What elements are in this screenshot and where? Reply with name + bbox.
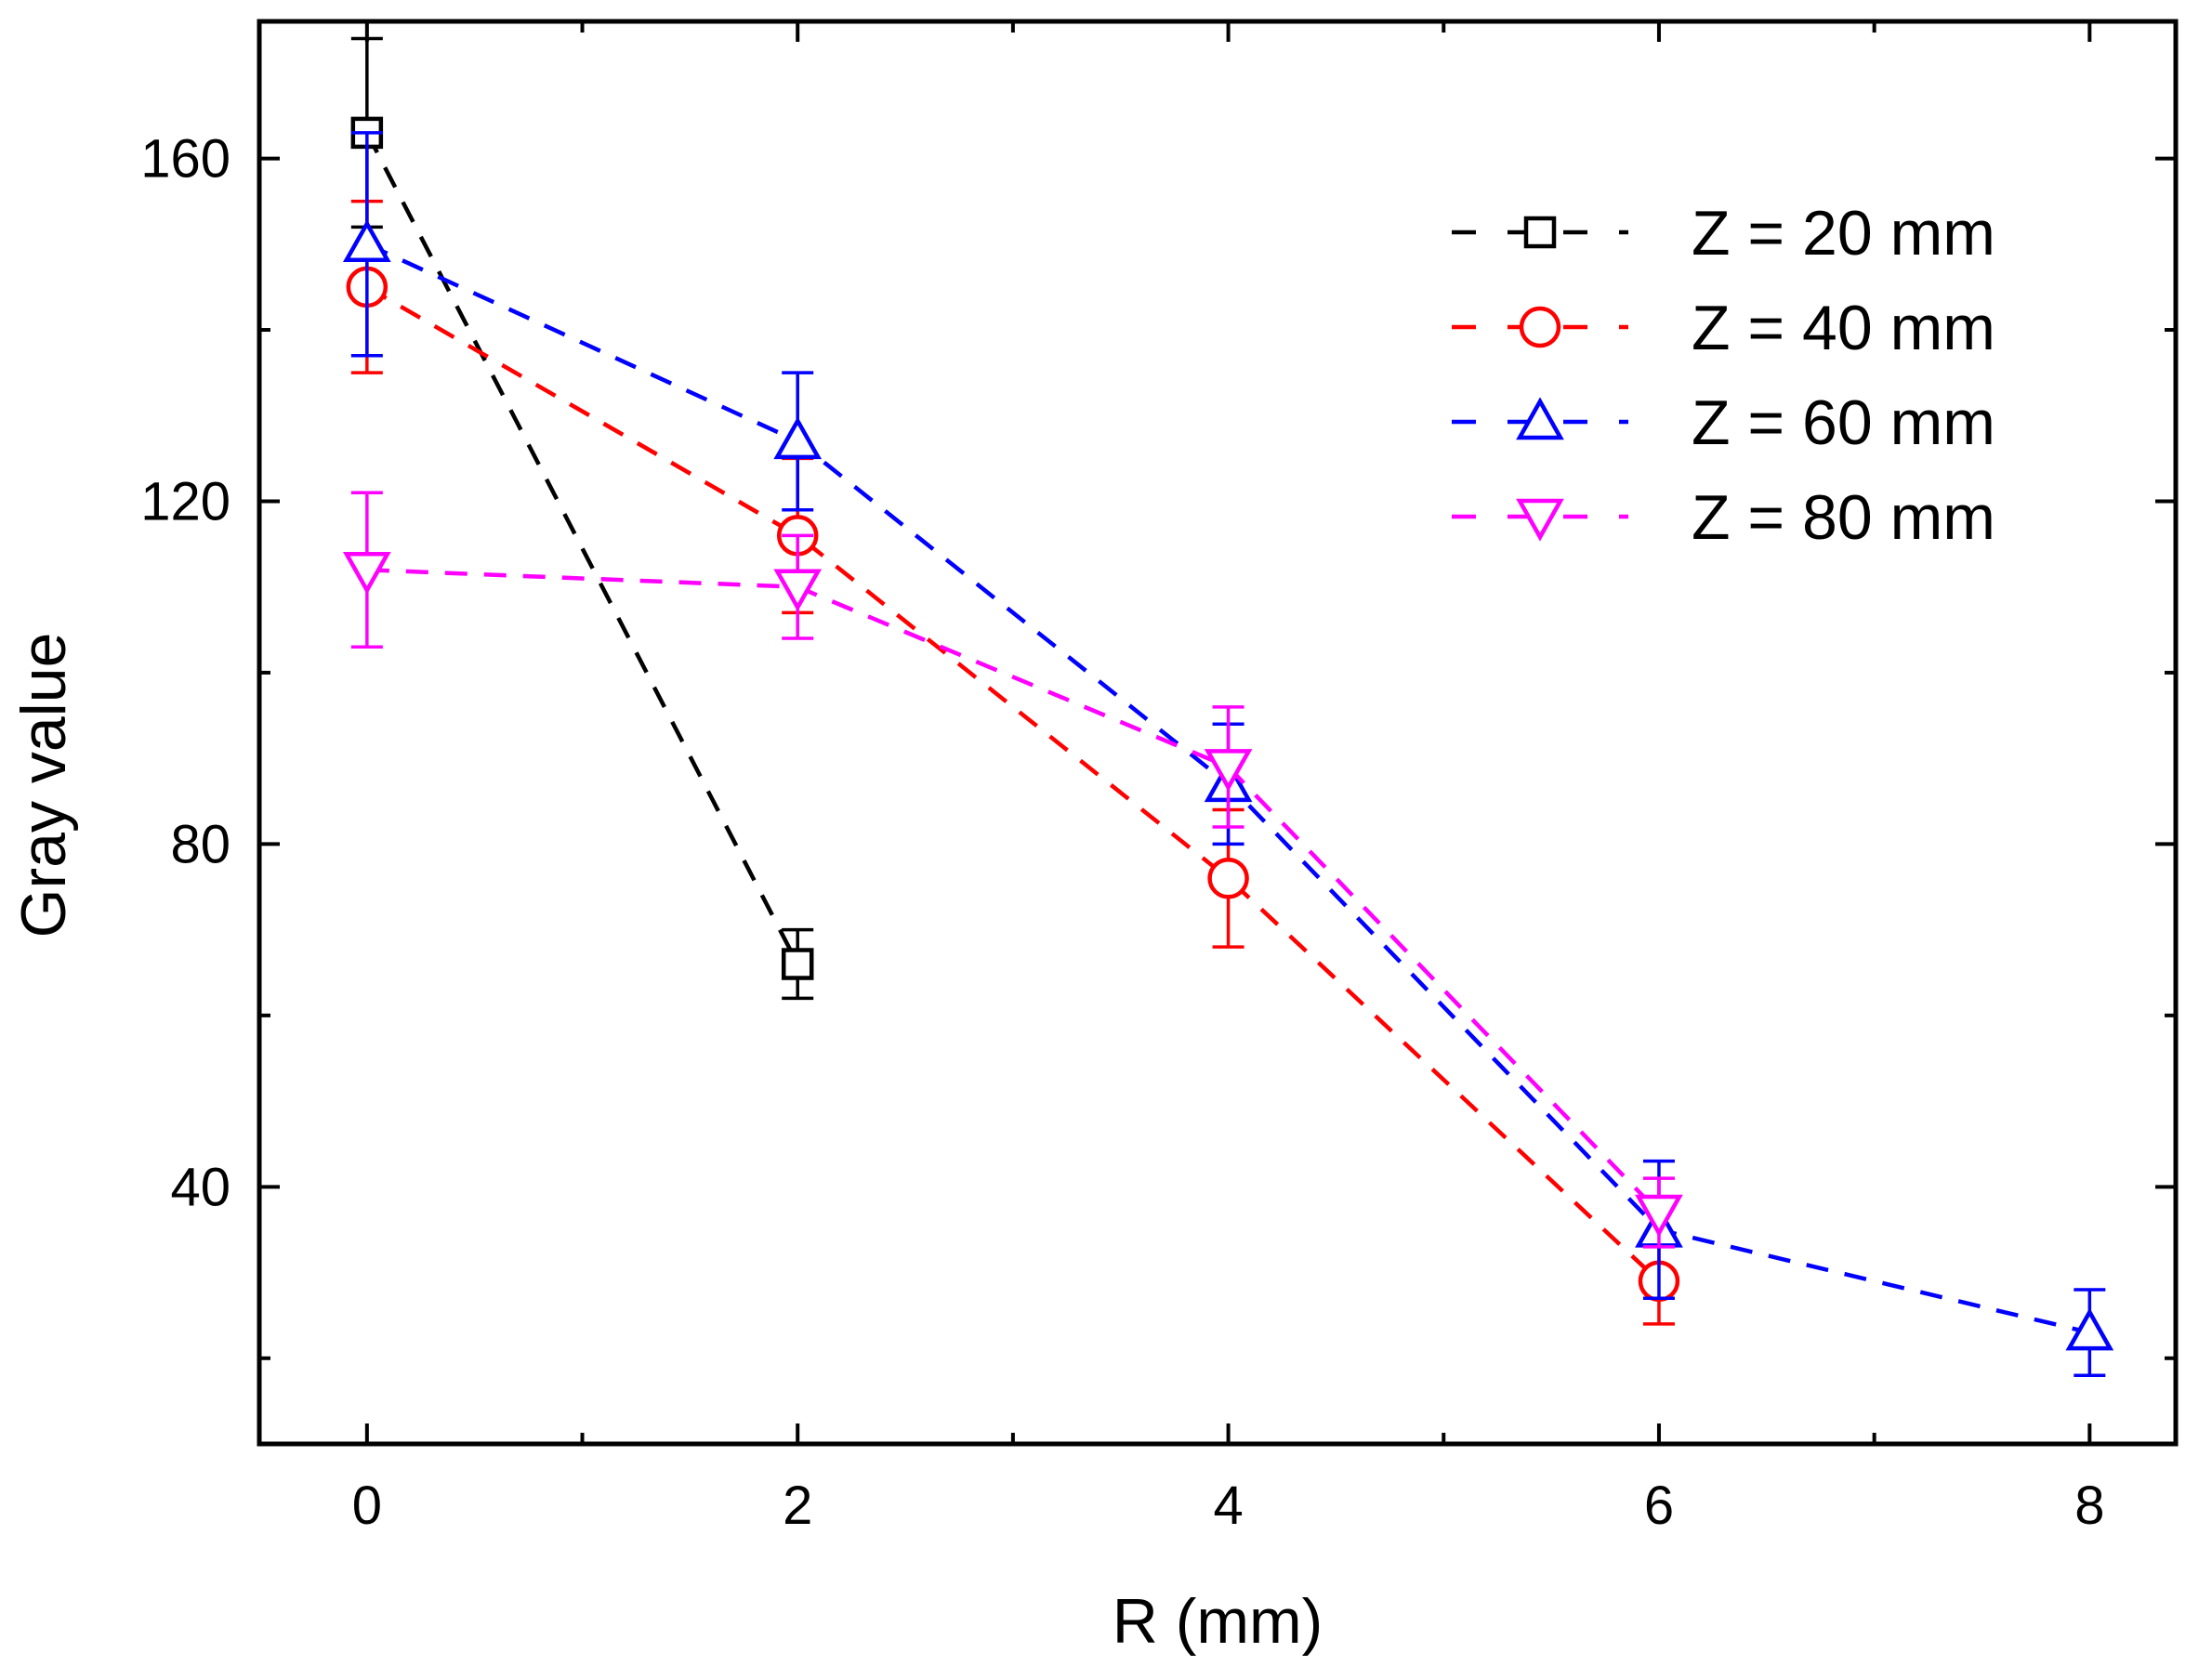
x-tick-label: 0 bbox=[352, 1476, 382, 1536]
y-axis-label: Gray value bbox=[8, 633, 79, 938]
data-point bbox=[773, 569, 823, 612]
legend-label: Z = 20 mm bbox=[1692, 198, 1995, 269]
legend-item: Z = 60 mm bbox=[1452, 387, 1995, 458]
legend-label: Z = 80 mm bbox=[1692, 482, 1995, 553]
x-tick-label: 4 bbox=[1213, 1476, 1243, 1536]
legend: Z = 20 mm Z = 40 mm Z = 60 mm Z = 80 mm bbox=[1452, 198, 1995, 553]
legend-marker bbox=[1516, 498, 1564, 542]
data-point bbox=[1635, 1194, 1683, 1238]
data-point bbox=[1204, 749, 1253, 792]
x-tick-label: 2 bbox=[783, 1476, 812, 1536]
x-axis-label: R (mm) bbox=[1113, 1586, 1323, 1657]
series-1 bbox=[350, 36, 814, 1001]
x-tick-label: 8 bbox=[2074, 1476, 2104, 1536]
legend-label: Z = 60 mm bbox=[1692, 387, 1995, 458]
y-tick-label: 160 bbox=[140, 129, 230, 190]
data-point bbox=[781, 948, 814, 980]
y-tick-label: 80 bbox=[170, 814, 230, 874]
series-line bbox=[365, 284, 1661, 1283]
data-point bbox=[342, 552, 391, 595]
legend-marker bbox=[1516, 397, 1564, 440]
series-layer bbox=[342, 36, 2114, 1377]
data-point bbox=[342, 219, 391, 263]
y-tick-label: 40 bbox=[170, 1157, 230, 1217]
legend-item: Z = 40 mm bbox=[1452, 293, 1995, 363]
legend-marker bbox=[1519, 306, 1561, 348]
legend-item: Z = 20 mm bbox=[1452, 198, 1995, 269]
series-line bbox=[364, 131, 800, 965]
legend-label: Z = 40 mm bbox=[1692, 293, 1995, 363]
y-tick-label: 120 bbox=[140, 471, 230, 531]
series-4 bbox=[342, 491, 1683, 1249]
plot-frame bbox=[257, 19, 2179, 1447]
data-point bbox=[773, 416, 823, 460]
axes-layer: 0 2 4 6 8 40 80 120 160 bbox=[140, 21, 2176, 1536]
x-tick-label: 6 bbox=[1644, 1476, 1674, 1536]
series-2 bbox=[346, 199, 1680, 1326]
legend-marker bbox=[1523, 216, 1557, 249]
data-point bbox=[1207, 858, 1249, 899]
data-point bbox=[2065, 1307, 2114, 1351]
legend-item: Z = 80 mm bbox=[1452, 482, 1995, 553]
series-line bbox=[366, 568, 1661, 1214]
